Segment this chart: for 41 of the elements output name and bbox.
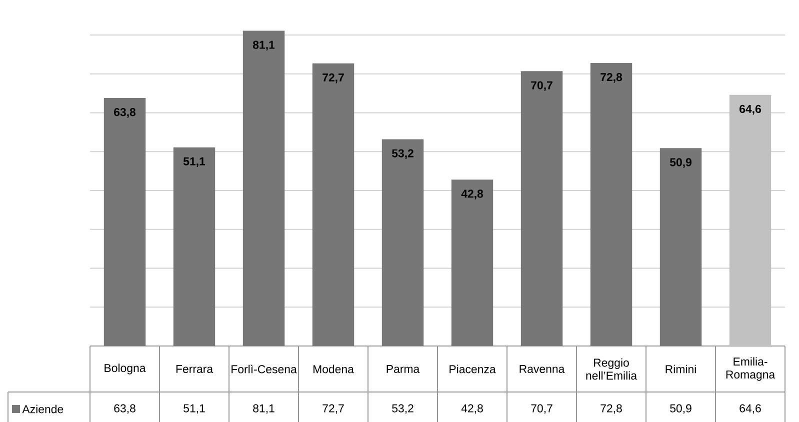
data-label: 64,6 [740,404,761,414]
bar [451,180,494,346]
text: 53,2 [392,149,414,159]
text: 72,7 [322,73,344,84]
bar [382,139,424,346]
x-tick-label: Emilia-Romagna [726,357,776,381]
data-label: 70,7 [531,404,552,414]
bar [520,71,563,346]
x-tick-label: Piacenza [450,364,496,374]
x-tick-label: Ferrara [176,365,214,373]
bar [729,94,772,346]
text: 70,7 [531,81,552,91]
bar [312,63,354,346]
data-label: 50,9 [670,404,692,414]
data-label: 81,1 [253,404,274,414]
text: 63,8 [114,108,136,118]
x-tick-label: Bologna [104,364,146,374]
text: 51,1 [183,157,206,168]
bar [173,147,216,346]
x-tick-label: Parma [386,365,420,373]
data-label: 53,2 [392,404,414,414]
data-label: 42,8 [461,404,483,414]
bar [104,98,146,346]
data-label: 72,7 [322,404,344,414]
text: 81,1 [252,40,275,51]
bar [242,30,285,346]
x-tick-label: Ravenna [520,365,565,373]
x-tick-label: Forlì-Cesena [232,364,297,374]
text: 72,8 [600,73,622,83]
x-tick-label: Rimini [666,364,696,374]
data-label: 51,1 [184,404,205,414]
data-label: 63,8 [114,404,136,414]
text: 64,6 [740,104,761,115]
bar [660,148,702,346]
bar [590,63,632,346]
text: 42,8 [461,190,484,200]
legend-label: Aziende [22,404,64,414]
x-tick-label: Modena [313,364,354,374]
text: 50,9 [670,158,692,168]
data-label: 72,8 [600,404,622,414]
x-tick-label: Reggio nell’Emilia [586,358,638,380]
